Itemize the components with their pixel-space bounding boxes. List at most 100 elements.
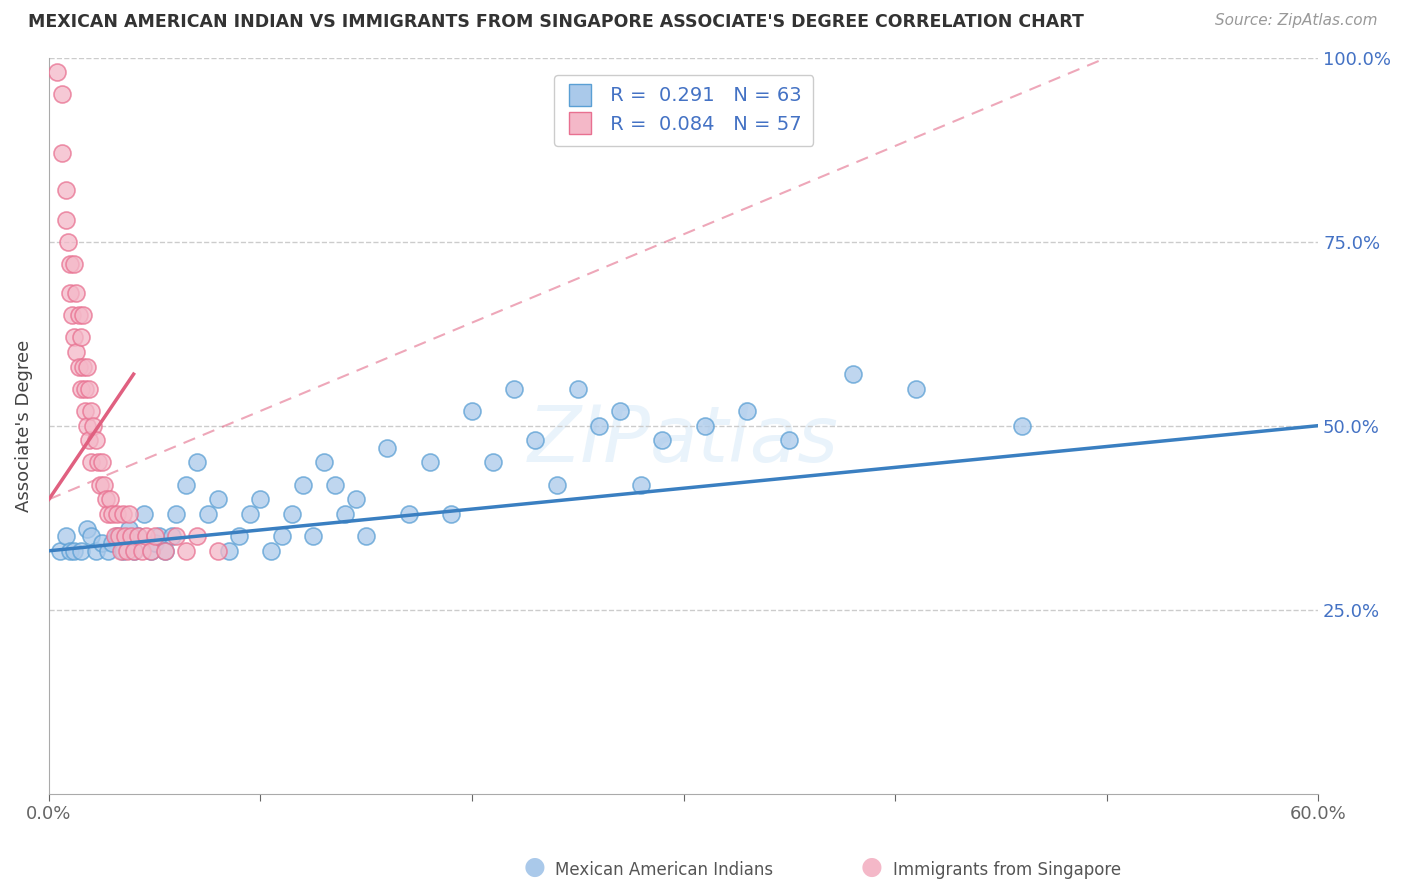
Point <box>97 507 120 521</box>
Point <box>197 507 219 521</box>
Point <box>160 529 183 543</box>
Text: Source: ZipAtlas.com: Source: ZipAtlas.com <box>1215 13 1378 29</box>
Point <box>155 543 177 558</box>
Point <box>63 330 86 344</box>
Point <box>176 543 198 558</box>
Point <box>344 492 367 507</box>
Point <box>56 235 79 249</box>
Point <box>651 434 673 448</box>
Point <box>778 434 800 448</box>
Point <box>51 87 73 102</box>
Point <box>186 529 208 543</box>
Point <box>333 507 356 521</box>
Point <box>143 529 166 543</box>
Point <box>693 418 716 433</box>
Point <box>398 507 420 521</box>
Point <box>135 529 157 543</box>
Point <box>270 529 292 543</box>
Point <box>842 367 865 381</box>
Point <box>51 146 73 161</box>
Point <box>77 382 100 396</box>
Point <box>73 382 96 396</box>
Point <box>482 455 505 469</box>
Point <box>63 257 86 271</box>
Point <box>107 529 129 543</box>
Point <box>218 543 240 558</box>
Point <box>72 308 94 322</box>
Point <box>67 308 90 322</box>
Point <box>65 286 87 301</box>
Point <box>89 477 111 491</box>
Point <box>503 382 526 396</box>
Point <box>127 529 149 543</box>
Point <box>131 543 153 558</box>
Point <box>139 543 162 558</box>
Point <box>1011 418 1033 433</box>
Text: ●: ● <box>523 855 546 879</box>
Point <box>176 477 198 491</box>
Point <box>60 308 83 322</box>
Point <box>48 543 70 558</box>
Point <box>122 543 145 558</box>
Point <box>101 536 124 550</box>
Point <box>118 522 141 536</box>
Point <box>114 529 136 543</box>
Point <box>101 507 124 521</box>
Point <box>139 543 162 558</box>
Point <box>291 477 314 491</box>
Point <box>134 507 156 521</box>
Point <box>72 359 94 374</box>
Point <box>69 382 91 396</box>
Point <box>84 434 107 448</box>
Point <box>630 477 652 491</box>
Point <box>80 455 103 469</box>
Point <box>82 418 104 433</box>
Point <box>105 507 128 521</box>
Point <box>186 455 208 469</box>
Point <box>281 507 304 521</box>
Point <box>302 529 325 543</box>
Point <box>110 543 132 558</box>
Point <box>63 543 86 558</box>
Point <box>115 543 138 558</box>
Point <box>249 492 271 507</box>
Point <box>97 543 120 558</box>
Point <box>546 477 568 491</box>
Point <box>93 477 115 491</box>
Point <box>55 183 77 197</box>
Text: Immigrants from Singapore: Immigrants from Singapore <box>893 861 1121 879</box>
Point <box>59 543 82 558</box>
Point <box>461 404 484 418</box>
Point <box>143 536 166 550</box>
Point <box>55 529 77 543</box>
Point <box>419 455 441 469</box>
Point <box>122 543 145 558</box>
Point <box>65 345 87 359</box>
Point <box>155 543 177 558</box>
Point <box>148 529 170 543</box>
Point <box>80 529 103 543</box>
Point <box>76 359 98 374</box>
Point <box>80 404 103 418</box>
Point <box>524 434 547 448</box>
Text: MEXICAN AMERICAN INDIAN VS IMMIGRANTS FROM SINGAPORE ASSOCIATE'S DEGREE CORRELAT: MEXICAN AMERICAN INDIAN VS IMMIGRANTS FR… <box>28 13 1084 31</box>
Point <box>69 543 91 558</box>
Point <box>127 529 149 543</box>
Y-axis label: Associate's Degree: Associate's Degree <box>15 340 32 512</box>
Point <box>440 507 463 521</box>
Point <box>105 529 128 543</box>
Point <box>567 382 589 396</box>
Point <box>207 543 229 558</box>
Point <box>111 507 134 521</box>
Point <box>76 418 98 433</box>
Point <box>377 441 399 455</box>
Point <box>67 359 90 374</box>
Point <box>905 382 928 396</box>
Point <box>228 529 250 543</box>
Point <box>323 477 346 491</box>
Text: ZIPatlas: ZIPatlas <box>529 402 839 478</box>
Point <box>55 212 77 227</box>
Text: ●: ● <box>860 855 883 879</box>
Point <box>609 404 631 418</box>
Point <box>121 529 143 543</box>
